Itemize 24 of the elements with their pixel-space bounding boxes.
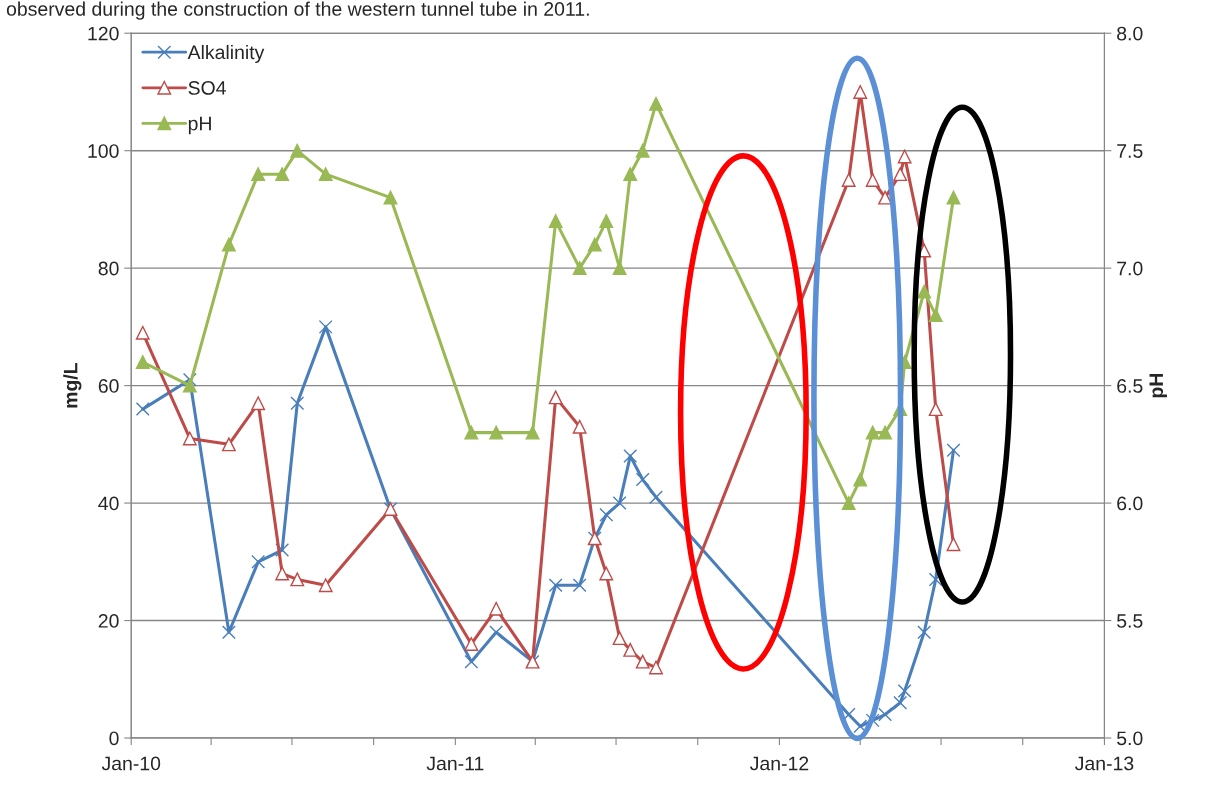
x-tick-label: Jan-12 [750,756,809,771]
y-tick-label: 40 [98,496,119,511]
y2-tick-label: 8.0 [1117,26,1143,41]
x-tick-label: Jan-13 [1075,756,1134,771]
y-tick-label: 20 [98,614,119,628]
y-tick-label: 0 [109,731,119,746]
y2-tick-label: 6.5 [1117,379,1143,393]
y-axis-title: mg/L [63,362,82,408]
y2-axis-title: pH [1149,373,1167,398]
y-tick-label: 60 [98,379,119,393]
legend-label: pH [188,116,211,135]
y2-tick-label: 5.0 [1117,731,1143,746]
x-tick-label: Jan-10 [101,756,161,771]
y2-tick-label: 7.0 [1117,261,1143,276]
y2-tick-label: 6.0 [1117,496,1143,511]
y-tick-label: 120 [88,26,119,41]
text: observed during the construction of the western tunnel tube in 2011. [6,1,589,20]
y2-tick-label: 7.5 [1117,144,1143,158]
y-tick-label: 80 [98,261,119,276]
y-tick-label: 100 [88,144,119,158]
legend-label: Alkalinity [187,44,265,64]
y2-tick-label: 5.5 [1117,614,1143,628]
legend-label: SO4 [188,81,226,95]
x-tick-label: Jan-11 [426,756,484,771]
